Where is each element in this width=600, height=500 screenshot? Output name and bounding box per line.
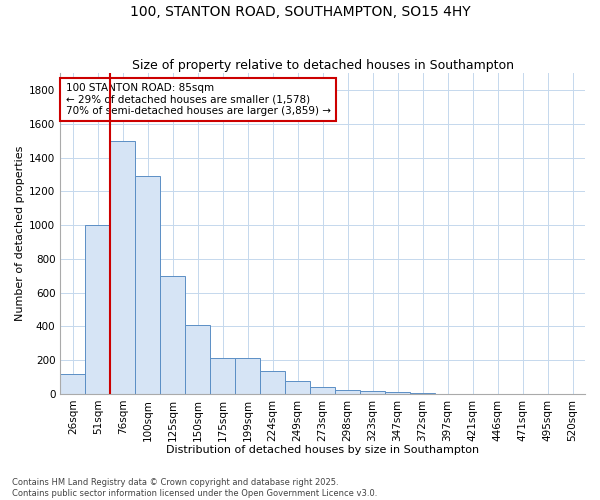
Bar — [235, 358, 260, 394]
Bar — [85, 225, 110, 394]
Bar — [210, 358, 235, 394]
Title: Size of property relative to detached houses in Southampton: Size of property relative to detached ho… — [131, 59, 514, 72]
Y-axis label: Number of detached properties: Number of detached properties — [15, 146, 25, 321]
Text: Contains HM Land Registry data © Crown copyright and database right 2025.
Contai: Contains HM Land Registry data © Crown c… — [12, 478, 377, 498]
Bar — [335, 390, 360, 394]
X-axis label: Distribution of detached houses by size in Southampton: Distribution of detached houses by size … — [166, 445, 479, 455]
Bar — [185, 326, 210, 394]
Bar — [310, 387, 335, 394]
Bar — [285, 381, 310, 394]
Bar — [60, 374, 85, 394]
Bar — [135, 176, 160, 394]
Bar — [410, 393, 435, 394]
Text: 100, STANTON ROAD, SOUTHAMPTON, SO15 4HY: 100, STANTON ROAD, SOUTHAMPTON, SO15 4HY — [130, 5, 470, 19]
Bar — [360, 392, 385, 394]
Text: 100 STANTON ROAD: 85sqm
← 29% of detached houses are smaller (1,578)
70% of semi: 100 STANTON ROAD: 85sqm ← 29% of detache… — [65, 83, 331, 116]
Bar — [110, 140, 135, 394]
Bar — [385, 392, 410, 394]
Bar — [160, 276, 185, 394]
Bar — [260, 371, 285, 394]
